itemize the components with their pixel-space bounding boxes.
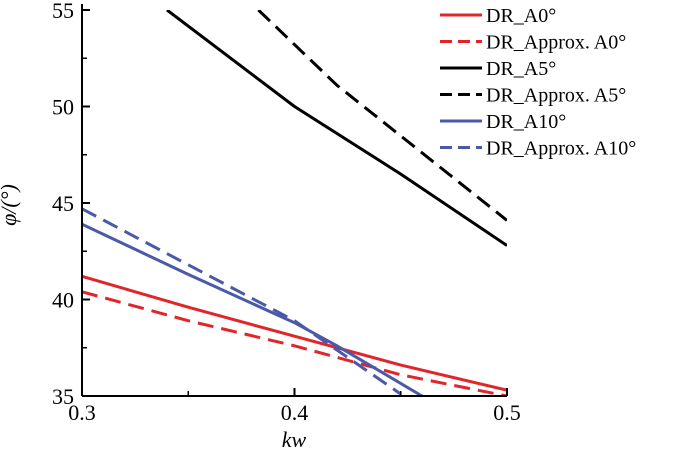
y-tick-label: 40 — [52, 288, 74, 313]
series-line-2 — [166, 10, 507, 247]
series-line-3 — [257, 10, 507, 222]
series-line-4 — [82, 222, 423, 396]
y-axis-label: φ/(°) — [0, 184, 21, 226]
legend: DR_A0° DR_Approx. A0° DR_A5° DR_Approx. A5°… — [440, 5, 636, 160]
x-tick-label: 0.3 — [68, 400, 96, 425]
y-tick-label: 50 — [52, 95, 74, 120]
x-tick-label: 0.5 — [493, 400, 521, 425]
x-axis-label: kw — [282, 427, 307, 450]
x-tick-label: 0.4 — [281, 400, 309, 425]
y-tick-label: 45 — [52, 191, 74, 216]
series-line-5 — [82, 207, 402, 396]
legend-label-5: DR_Approx. A10° — [486, 138, 636, 160]
series-layer — [82, 10, 507, 396]
legend-label-2: DR_A5° — [486, 58, 556, 80]
legend-label-3: DR_Approx. A5° — [486, 85, 626, 107]
legend-label-1: DR_Approx. A0° — [486, 32, 626, 54]
y-tick-label: 35 — [52, 384, 74, 409]
y-tick-label: 55 — [52, 0, 74, 23]
legend-label-0: DR_A0° — [486, 5, 556, 27]
series-line-1 — [82, 290, 507, 396]
ticks-layer: 0.3 0.4 0.5 35 40 45 50 55 — [52, 0, 521, 425]
legend-label-4: DR_A10° — [486, 111, 566, 133]
series-line-0 — [82, 274, 507, 392]
